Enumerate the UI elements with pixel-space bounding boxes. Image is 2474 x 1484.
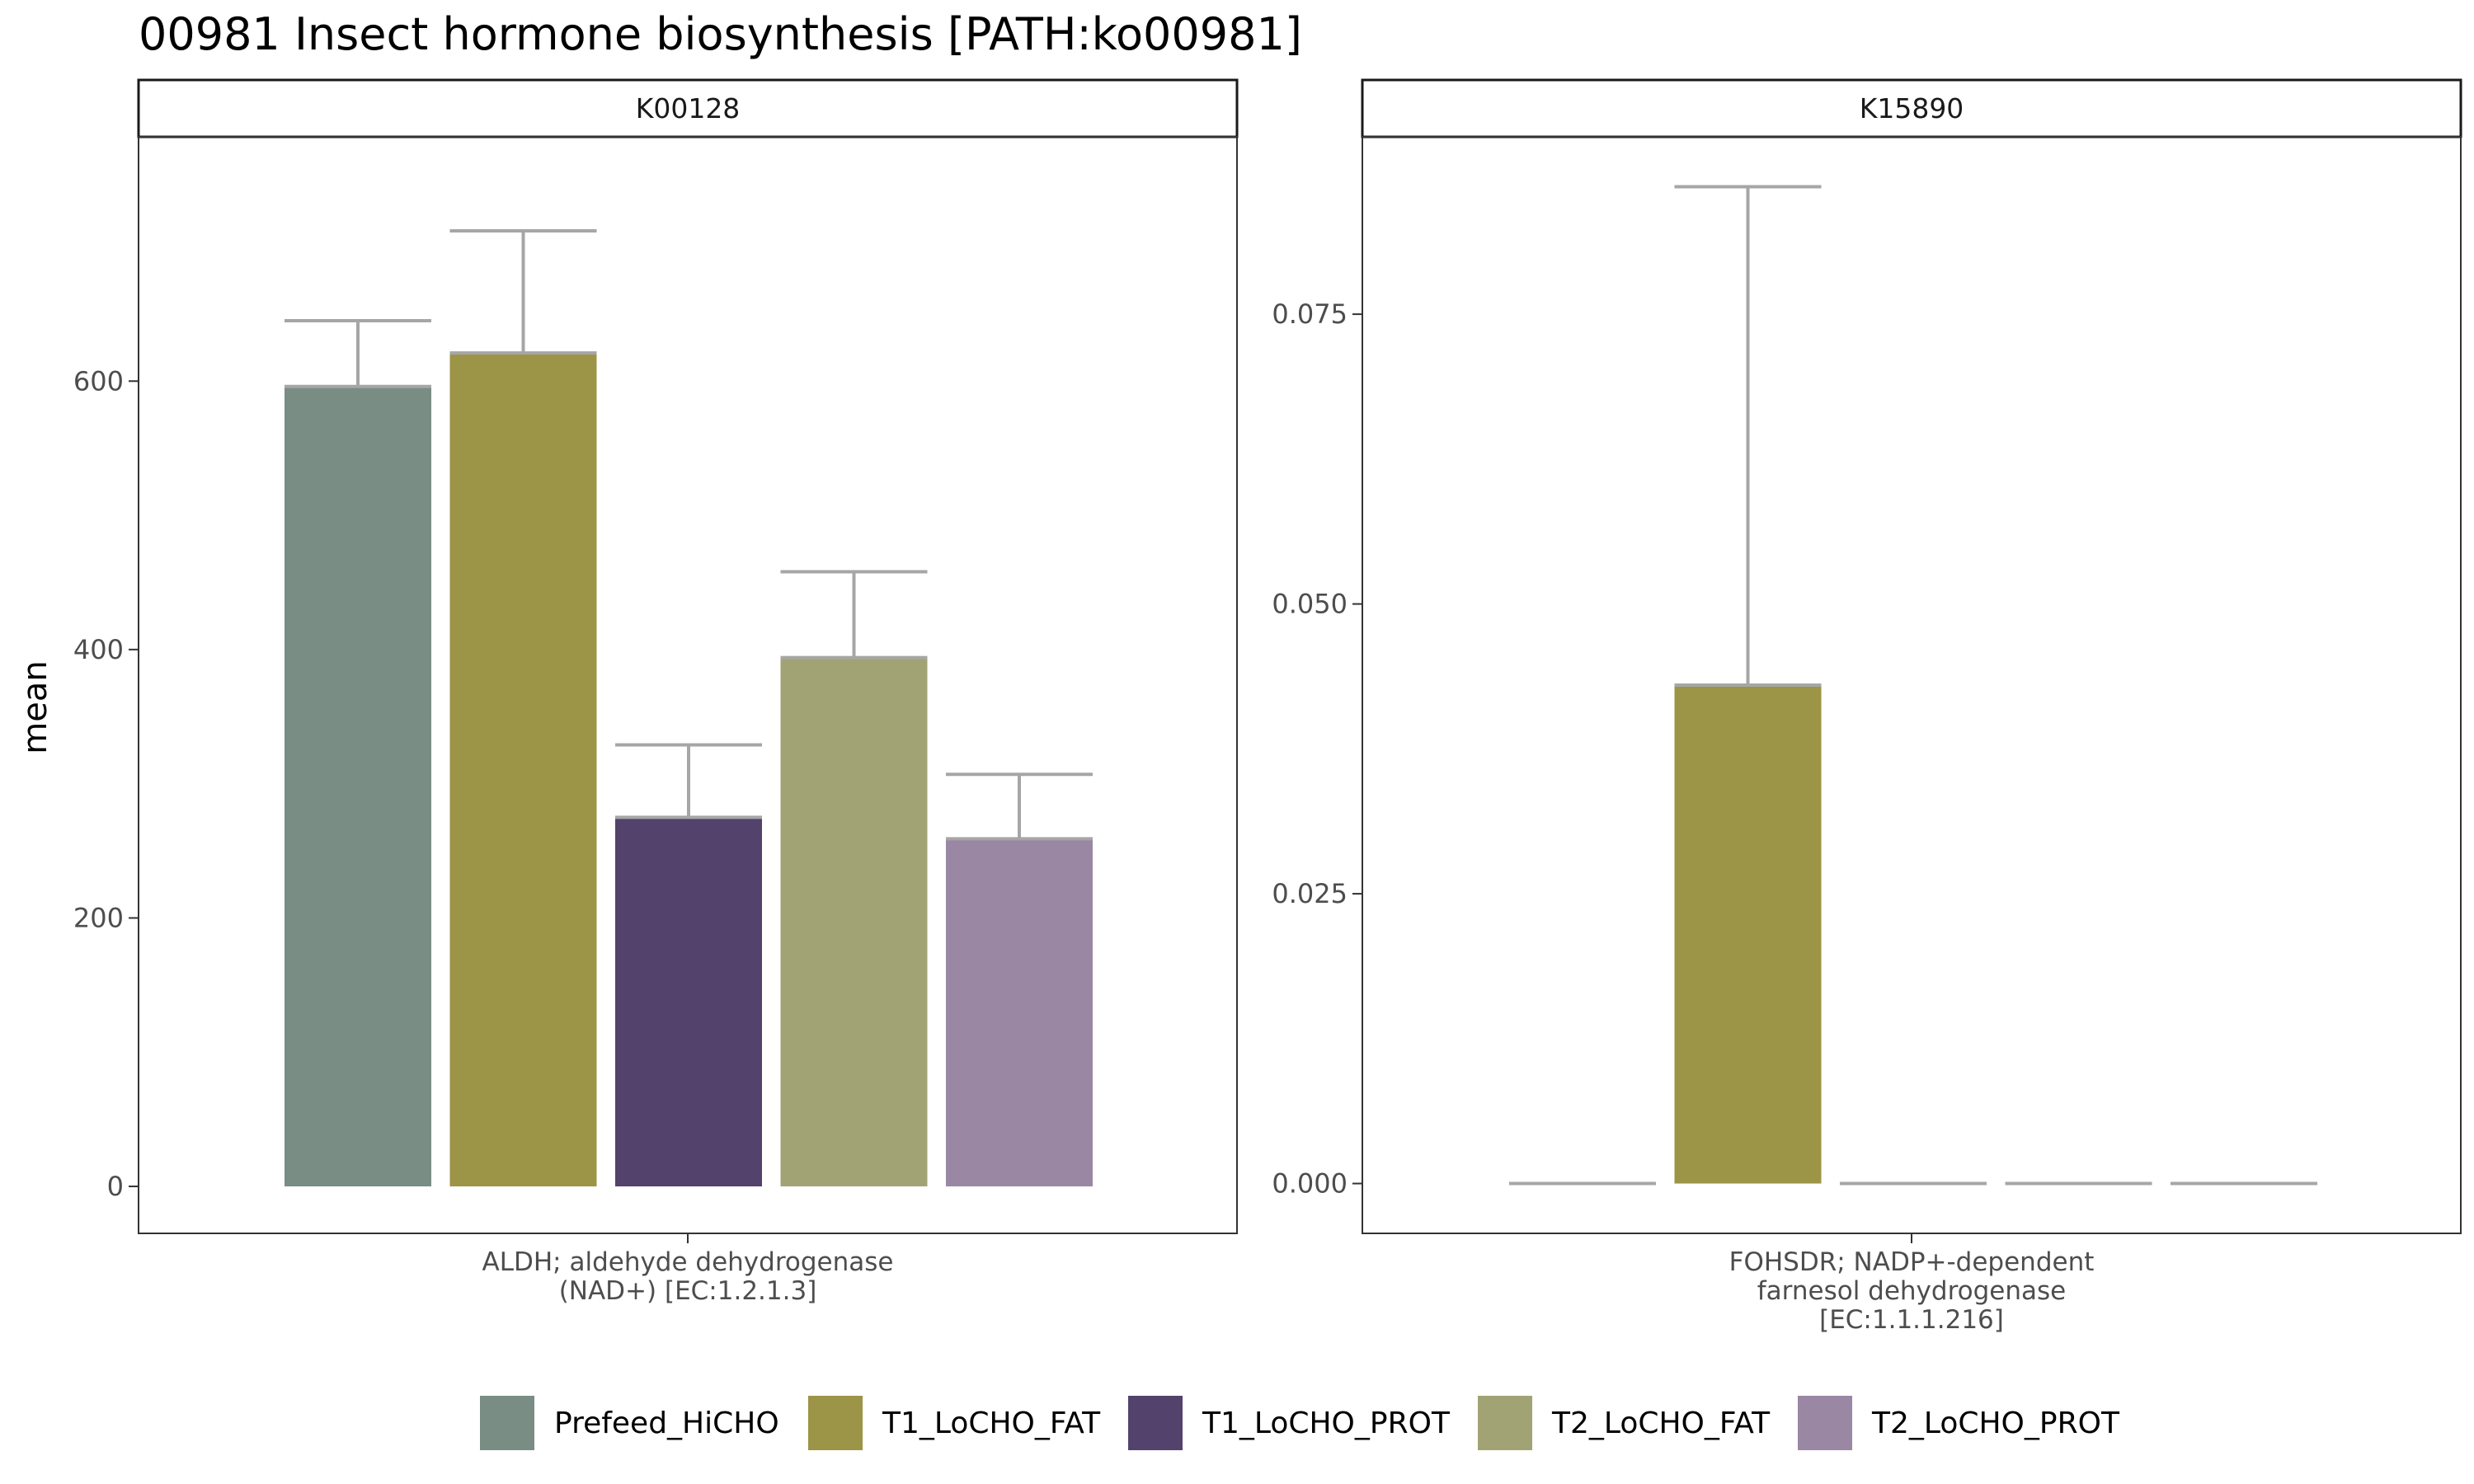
- legend-label: Prefeed_HiCHO: [554, 1407, 779, 1440]
- legend-swatch: [808, 1396, 863, 1450]
- y-tick-label: 0.000: [1272, 1168, 1348, 1200]
- legend: Prefeed_HiCHO T1_LoCHO_FAT T1_LoCHO_PROT T2…: [480, 1396, 2120, 1450]
- facet-strip: [137, 78, 1239, 139]
- y-tick-label: 0.075: [1272, 298, 1348, 330]
- legend-item: T2_LoCHO_FAT: [1478, 1396, 1771, 1450]
- y-tick-label: 0.025: [1272, 878, 1348, 909]
- bar-T1_LoCHO_FAT: [1674, 685, 1822, 1184]
- plot-panel-border: [1362, 136, 2462, 1234]
- legend-item: T1_LoCHO_PROT: [1128, 1396, 1451, 1450]
- bar-T2_LoCHO_PROT: [946, 838, 1093, 1187]
- legend-label: T2_LoCHO_FAT: [1551, 1407, 1771, 1440]
- x-category-label: (NAD+) [EC:1.2.1.3]: [559, 1276, 817, 1306]
- legend-label: T1_LoCHO_PROT: [1202, 1407, 1451, 1440]
- bar-Prefeed_HiCHO: [285, 386, 431, 1187]
- x-category-label: [EC:1.1.1.216]: [1819, 1305, 2004, 1335]
- facet-strip-label: K15890: [1860, 92, 1964, 124]
- legend-swatch: [1478, 1396, 1532, 1450]
- legend-item: Prefeed_HiCHO: [480, 1396, 779, 1450]
- facet-strip: [1361, 78, 2462, 139]
- legend-item: T1_LoCHO_FAT: [808, 1396, 1101, 1450]
- x-category-label: FOHSDR; NADP+-dependent: [1729, 1247, 2095, 1277]
- legend-swatch: [1798, 1396, 1852, 1450]
- x-category-label: farnesol dehydrogenase: [1757, 1276, 2066, 1306]
- bar-T1_LoCHO_FAT: [449, 353, 597, 1187]
- x-category-label: ALDH; aldehyde dehydrogenase: [482, 1247, 894, 1277]
- bar-T2_LoCHO_FAT: [780, 657, 928, 1187]
- legend-item: T2_LoCHO_PROT: [1798, 1396, 2120, 1450]
- y-tick-label: 200: [73, 902, 124, 933]
- legend-swatch: [480, 1396, 534, 1450]
- chart-title: 00981 Insect hormone biosynthesis [PATH:…: [139, 8, 1302, 60]
- facet-panels: K00128 0 200 400 600 ALDH; aldehyde dehydroge…: [73, 78, 2462, 1335]
- legend-label: T1_LoCHO_FAT: [882, 1407, 1101, 1440]
- legend-swatch: [1128, 1396, 1183, 1450]
- facet-strip-label: K00128: [636, 92, 741, 124]
- y-axis-label: mean: [16, 660, 54, 754]
- y-tick-label: 400: [73, 634, 124, 665]
- bar-T1_LoCHO_PROT: [615, 817, 762, 1187]
- y-tick-label: 0: [107, 1171, 124, 1202]
- y-tick-label: 600: [73, 365, 124, 397]
- facet-panel-1: K00128 0 200 400 600 ALDH; aldehyde dehydroge…: [73, 78, 1239, 1306]
- legend-label: T2_LoCHO_PROT: [1871, 1407, 2120, 1440]
- facet-panel-2: K15890 0.000 0.025 0.050 0.075 FOHSDR; NADP+-…: [1272, 78, 2462, 1335]
- y-tick-label: 0.050: [1272, 589, 1348, 620]
